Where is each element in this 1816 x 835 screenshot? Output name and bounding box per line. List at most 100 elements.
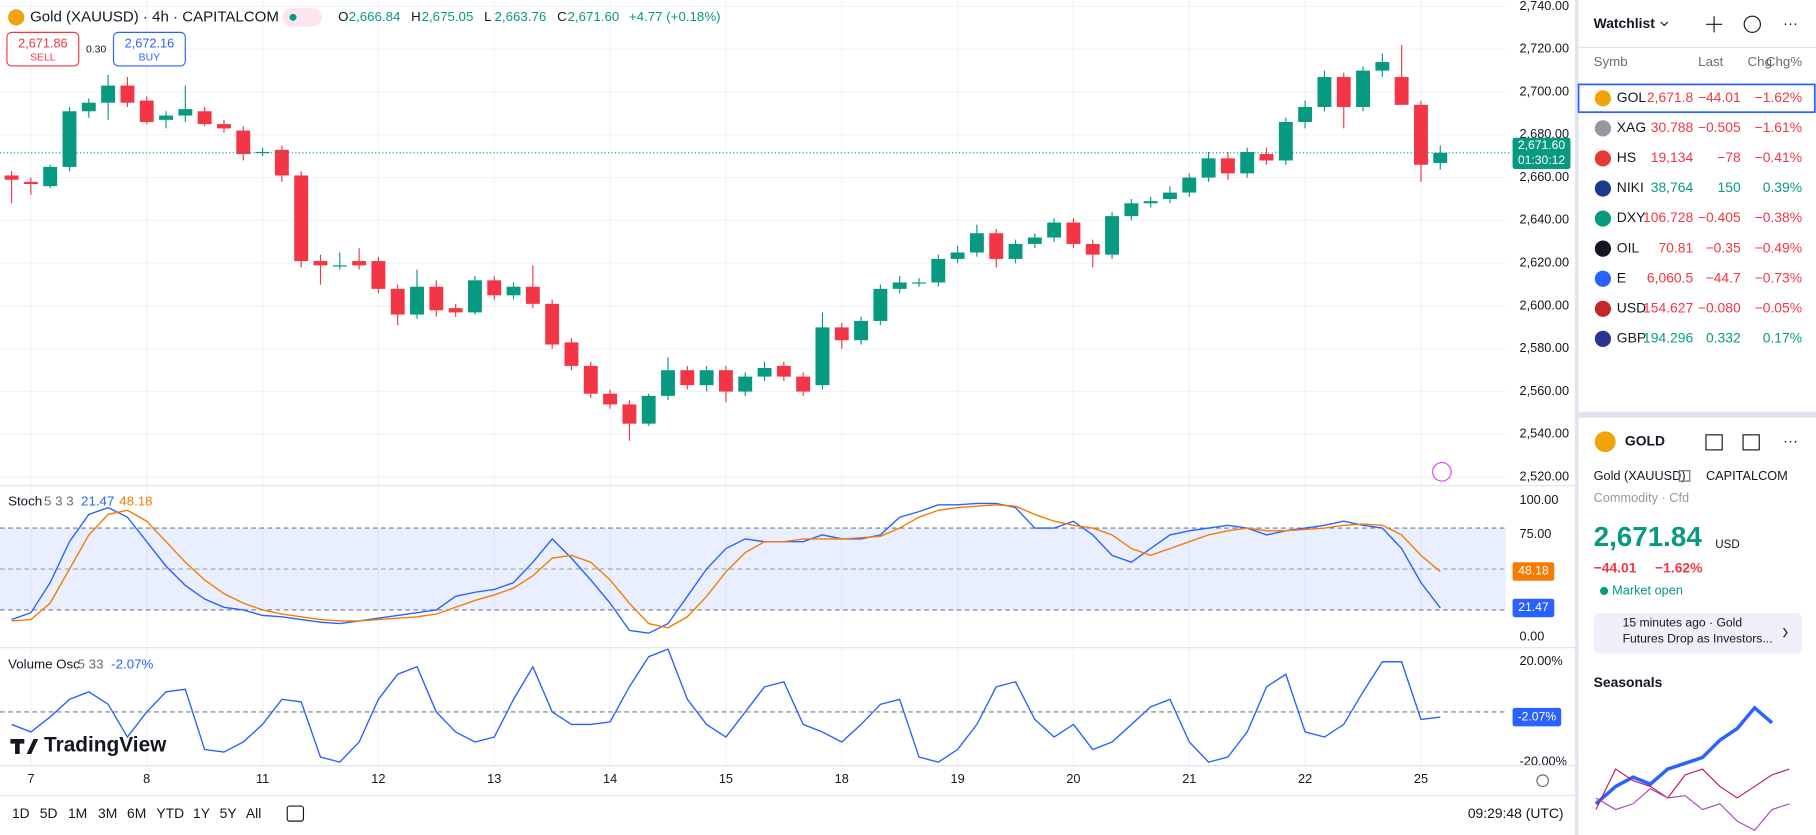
settings-icon[interactable] <box>1536 774 1550 788</box>
x-tick-label: 19 <box>951 771 965 786</box>
more-icon[interactable]: ··· <box>1783 433 1798 450</box>
candle-body <box>1259 154 1274 161</box>
range-button[interactable]: 6M <box>127 805 146 821</box>
range-button[interactable]: 5D <box>40 805 58 821</box>
x-tick-label: 11 <box>256 771 269 786</box>
chart-icon[interactable] <box>1743 15 1761 33</box>
detail-currency: USD <box>1715 539 1739 551</box>
panel-divider <box>1578 411 1816 418</box>
edit-icon[interactable] <box>1742 434 1760 451</box>
status-badge <box>282 8 322 27</box>
candle-body <box>1085 243 1100 255</box>
candle-body <box>931 258 946 283</box>
candle-body <box>776 365 791 377</box>
detail-exchange: CAPITALCOM <box>1706 468 1788 483</box>
candle-body <box>892 282 907 289</box>
row-symbol[interactable]: HS <box>1617 149 1636 165</box>
buy-button[interactable] <box>112 31 186 67</box>
osc-line <box>11 648 1441 763</box>
row-change: −78 <box>1717 149 1741 165</box>
detail-symbol: GOLD <box>1625 432 1665 448</box>
watchlist-title[interactable]: Watchlist <box>1594 15 1656 31</box>
candle-body <box>545 303 560 345</box>
candle-body <box>81 102 96 112</box>
column-header: Symb <box>1594 54 1628 69</box>
candle-body <box>1356 70 1370 107</box>
row-last: 106.728 <box>1643 209 1693 225</box>
row-last: 30.788 <box>1651 119 1694 135</box>
row-change-pct: 0.17% <box>1763 330 1802 346</box>
range-button[interactable]: 1D <box>12 805 30 821</box>
row-symbol[interactable]: NIKI <box>1617 179 1644 195</box>
lightning-icon[interactable] <box>1432 462 1452 482</box>
candle-body <box>912 282 926 284</box>
row-change-pct: −0.41% <box>1755 149 1802 165</box>
candle-body <box>1220 158 1235 174</box>
legend-value: -2.07% <box>111 657 153 672</box>
range-button[interactable]: 3M <box>98 805 117 821</box>
sell-label: SELL <box>30 53 56 64</box>
value-box <box>1512 562 1555 581</box>
value-label: 48.18 <box>1518 564 1549 578</box>
detail-name[interactable]: Gold (XAUUSD) <box>1594 468 1686 483</box>
symbol-icon <box>8 9 25 26</box>
symbol-title[interactable]: Gold (XAUUSD) · 4h · CAPITALCOM <box>30 8 279 25</box>
y-tick-label: 2,540.00 <box>1520 426 1570 441</box>
row-change: −0.080 <box>1698 299 1741 315</box>
ohlc-value: 2,666.84 <box>349 9 401 24</box>
candle-body <box>989 233 1004 259</box>
candle-body <box>854 320 869 341</box>
row-symbol[interactable]: DXY <box>1617 209 1646 225</box>
candle-body <box>1027 237 1042 244</box>
candle-body <box>390 288 405 315</box>
stoch-line <box>11 502 1441 634</box>
range-button[interactable]: 1M <box>68 805 87 821</box>
range-button[interactable]: 1Y <box>193 805 210 821</box>
calendar-icon[interactable] <box>286 805 305 822</box>
row-symbol[interactable]: GBP <box>1617 330 1646 346</box>
row-symbol[interactable]: OIL <box>1617 239 1640 255</box>
candle-body <box>120 85 135 103</box>
candle-body <box>603 393 618 405</box>
dropdown-icon[interactable] <box>1660 21 1669 27</box>
row-symbol[interactable]: XAG <box>1617 119 1646 135</box>
y-tick-label: 2,580.00 <box>1520 340 1570 355</box>
candle-body <box>796 376 811 392</box>
candle-body <box>274 149 289 176</box>
link-icon[interactable] <box>1678 470 1691 482</box>
y-tick-label: 2,560.00 <box>1520 383 1570 398</box>
column-header: Chg% <box>1766 54 1802 69</box>
candle-body <box>969 233 984 253</box>
last-price-label: 2,671.60 <box>1518 138 1566 152</box>
seasonal-line <box>1595 768 1790 810</box>
panel-divider <box>1575 0 1579 835</box>
row-icon <box>1594 210 1612 227</box>
add-icon[interactable] <box>1705 16 1723 33</box>
candle-body <box>255 151 270 154</box>
range-button[interactable]: 5Y <box>220 805 237 821</box>
row-symbol[interactable]: GOL <box>1617 89 1647 105</box>
candle-body <box>525 286 540 304</box>
indicator-title[interactable]: Stoch <box>8 493 42 508</box>
candle-body <box>23 181 38 185</box>
more-icon[interactable]: ··· <box>1783 15 1798 32</box>
row-symbol[interactable]: USD <box>1617 299 1646 315</box>
logo-mark <box>10 739 39 755</box>
seasonal-line <box>1594 705 1774 806</box>
range-button[interactable]: YTD <box>156 805 184 821</box>
candle-body <box>815 327 830 386</box>
candle-body <box>641 395 656 424</box>
indicator-title[interactable]: Volume Osc <box>8 657 80 672</box>
range-button[interactable]: All <box>246 805 261 821</box>
layout-icon[interactable] <box>1705 434 1723 451</box>
news-card[interactable] <box>1593 612 1803 654</box>
candle-body <box>43 166 58 187</box>
candle-body <box>313 261 328 266</box>
y-tick-label: 0.00 <box>1520 629 1545 644</box>
sell-button[interactable] <box>6 31 80 67</box>
row-symbol[interactable]: E <box>1617 269 1626 285</box>
row-change-pct: 0.39% <box>1763 179 1802 195</box>
candle-body <box>1201 158 1216 178</box>
row-last: 19,134 <box>1651 149 1694 165</box>
